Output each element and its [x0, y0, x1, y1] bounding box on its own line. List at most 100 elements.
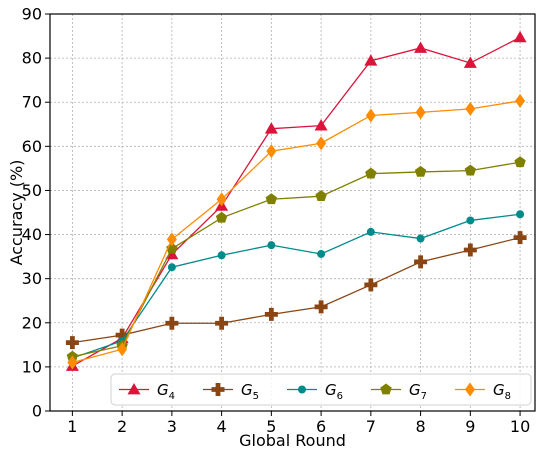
data-point-g5	[463, 243, 477, 257]
data-point-g7	[265, 193, 278, 205]
data-point-g5	[314, 300, 328, 314]
y-tick-label: 60	[22, 137, 42, 156]
data-point-g5	[65, 336, 79, 350]
y-tick-label: 70	[22, 93, 42, 112]
y-axis-label: Accuracy (%)	[7, 160, 26, 266]
data-point-g6	[267, 241, 276, 250]
data-point-g5	[364, 278, 378, 292]
x-tick-label: 9	[465, 417, 475, 436]
legend-marker	[380, 383, 392, 395]
data-point-g5	[264, 307, 278, 321]
data-point-g7	[365, 167, 377, 179]
y-tick-label: 80	[22, 49, 42, 68]
data-point-g6	[366, 227, 375, 236]
series-line-g4	[72, 36, 521, 367]
x-tick-label: 6	[316, 417, 326, 436]
series-layer	[65, 30, 527, 371]
data-point-g8	[465, 101, 476, 116]
legend-label: G4	[157, 381, 175, 402]
legend-marker	[465, 382, 475, 397]
data-point-g7	[315, 190, 327, 202]
x-tick-label: 3	[167, 417, 177, 436]
plot-frame	[49, 13, 536, 412]
legend-label: G5	[241, 381, 259, 402]
legend-item-g7: G7	[371, 381, 427, 402]
data-point-g4	[165, 247, 179, 260]
data-point-g8	[216, 192, 227, 207]
data-point-g8	[415, 105, 426, 120]
series-line-g5	[72, 237, 521, 344]
data-point-g6	[167, 263, 176, 272]
y-tick-label: 90	[22, 5, 42, 24]
series-line-g8	[72, 100, 521, 364]
x-axis-label: Global Round	[239, 431, 346, 450]
data-point-g5	[165, 316, 179, 330]
data-point-g6	[416, 234, 425, 243]
data-point-g8	[117, 342, 128, 357]
series-g6	[68, 210, 525, 363]
x-tick-label: 7	[366, 417, 376, 436]
legend-label: G8	[493, 381, 511, 402]
legend-item-g6: G6	[287, 381, 343, 402]
legend-label-subscript: 7	[421, 391, 427, 402]
y-tick-label: 30	[22, 269, 42, 288]
legend-label-name: G	[241, 381, 253, 399]
x-tick-label: 4	[217, 417, 227, 436]
legend-box	[110, 373, 532, 406]
data-point-g5	[414, 255, 428, 269]
data-point-g7	[464, 164, 477, 176]
legend-label-name: G	[493, 381, 505, 399]
data-point-g5	[115, 328, 129, 342]
legend-marker	[298, 385, 306, 394]
legend-item-g5: G5	[203, 381, 259, 402]
data-point-g6	[466, 216, 475, 225]
axis-ticks: 1 2 3 4 5 6 7 8 9 10 0 10 20 30 40 50 60 70 80 90	[22, 5, 531, 437]
data-point-g7	[514, 156, 526, 168]
y-tick-label: 40	[22, 225, 42, 244]
data-point-g4	[513, 30, 527, 43]
legend-item-g8: G8	[455, 381, 511, 402]
data-point-g8	[316, 136, 327, 151]
y-tick-label: 10	[22, 357, 42, 376]
legend-label-subscript: 6	[337, 391, 343, 402]
legend-item-g4: G4	[119, 381, 175, 402]
data-point-g4	[264, 122, 278, 134]
x-tick-label: 8	[415, 417, 425, 436]
legend-label: G6	[325, 381, 343, 402]
x-tick-label: 1	[67, 417, 77, 436]
data-point-g8	[266, 144, 277, 159]
legend-label-name: G	[325, 381, 337, 399]
series-g7	[66, 156, 526, 362]
data-point-g8	[365, 108, 376, 123]
data-point-g4	[314, 119, 328, 131]
x-tick-label: 5	[266, 417, 276, 436]
data-point-g8	[166, 232, 177, 247]
x-tick-label: 2	[117, 417, 127, 436]
data-point-g5	[215, 316, 229, 330]
y-tick-label: 50	[22, 181, 42, 200]
legend-label-subscript: 5	[253, 391, 259, 402]
data-point-g7	[414, 165, 427, 177]
data-point-g6	[516, 210, 525, 219]
legend-marker	[127, 383, 141, 395]
legend-label-name: G	[409, 381, 421, 399]
data-point-g5	[513, 231, 527, 245]
legend-label-subscript: 8	[505, 391, 511, 402]
series-line-g7	[72, 161, 521, 358]
legend: G4 G5 G6 G7 G8	[110, 373, 532, 406]
legend-label: G7	[409, 381, 427, 402]
series-g8	[67, 93, 526, 370]
data-point-g7	[215, 211, 228, 223]
series-g5	[65, 231, 527, 350]
y-tick-label: 20	[22, 313, 42, 332]
y-tick-label: 0	[32, 402, 42, 421]
data-point-g6	[317, 249, 326, 258]
legend-label-subscript: 4	[169, 391, 175, 402]
data-point-g8	[515, 93, 526, 108]
data-point-g8	[67, 355, 78, 370]
legend-marker	[211, 383, 225, 396]
series-line-g6	[72, 213, 521, 359]
x-tick-label: 10	[510, 417, 530, 436]
legend-label-name: G	[157, 381, 169, 399]
